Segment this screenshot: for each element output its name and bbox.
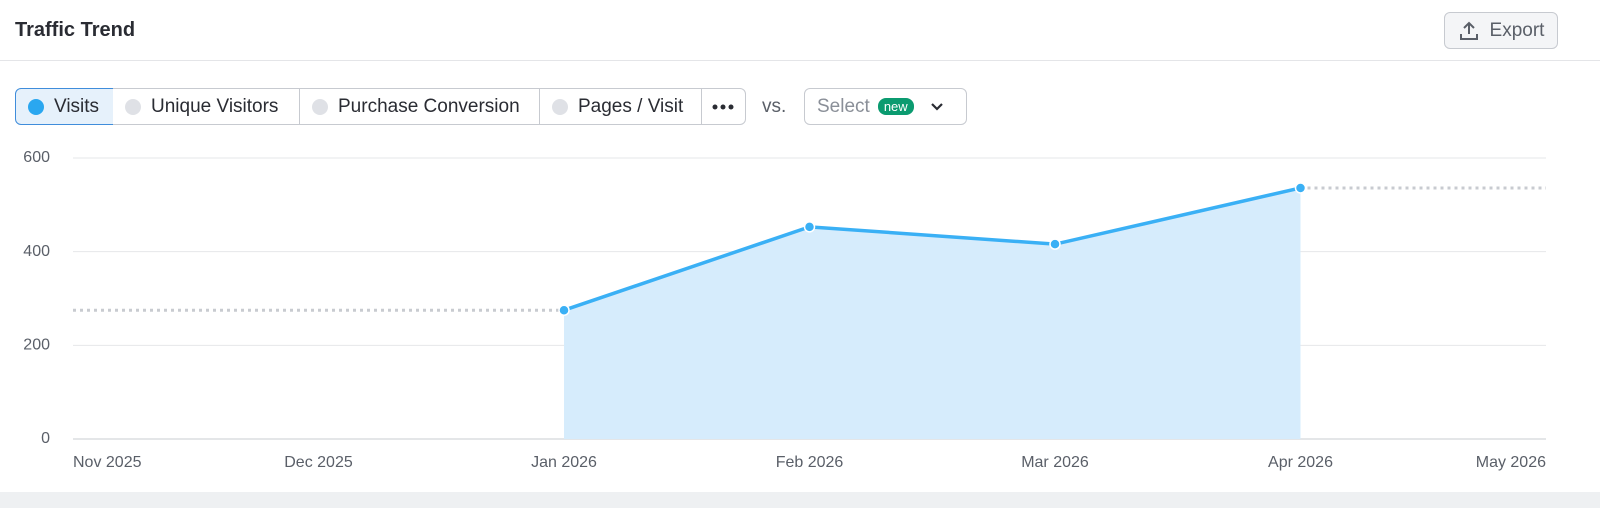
point (1049, 238, 1061, 250)
metric-dot (28, 98, 44, 115)
chevron (930, 102, 943, 111)
point (803, 221, 816, 233)
x-tick-label: Mar 2026 (1021, 454, 1089, 471)
point (1294, 182, 1307, 194)
export-icon (1459, 21, 1478, 40)
title: Traffic Trend (15, 19, 136, 41)
metric-tab[interactable]: Unique Visitors (113, 88, 300, 125)
metric-tab[interactable]: Purchase Conversion (299, 88, 540, 125)
footer-strip (0, 492, 1600, 508)
metric-label: Purchase Conversion (338, 95, 520, 117)
select-placeholder: Select (817, 95, 870, 117)
x-tick-label: Apr 2026 (1268, 454, 1333, 471)
x-tick-label: Dec 2025 (284, 454, 353, 471)
chart: 0 200 400 600 Nov 2025 Dec 2025 Jan 2026 Feb 20… (23, 149, 1546, 471)
metric-tab[interactable]: Visits (15, 88, 114, 125)
y-tick-label: 0 (41, 430, 50, 447)
more-button[interactable] (701, 88, 746, 125)
metric-dot (125, 98, 141, 115)
export-button[interactable]: Export (1444, 12, 1558, 49)
vs-label: vs. (762, 96, 787, 117)
point (558, 304, 570, 316)
x-tick-label: Jan 2026 (531, 454, 597, 471)
metric-label: Unique Visitors (151, 95, 279, 117)
y-tick-label: 600 (23, 149, 50, 166)
line (563, 186, 1301, 312)
y-tick-label: 200 (23, 337, 50, 354)
metric-dot (312, 98, 328, 115)
y-tick-label: 400 (23, 243, 50, 260)
compare-select[interactable]: Select new (804, 88, 967, 125)
x-tick-label: May 2026 (1476, 454, 1546, 471)
area (564, 187, 1301, 439)
metric-label: Pages / Visit (578, 95, 684, 117)
export-label: Export (1489, 19, 1545, 41)
x-tick-label: Feb 2026 (776, 454, 844, 471)
new-badge: new (877, 98, 914, 115)
x-tick-label: Nov 2025 (73, 454, 142, 471)
more-icon (712, 104, 734, 109)
metric-label: Visits (54, 95, 100, 117)
header (0, 0, 1600, 61)
metric-dot (552, 98, 568, 115)
metric-tab[interactable]: Pages / Visit (539, 88, 702, 125)
